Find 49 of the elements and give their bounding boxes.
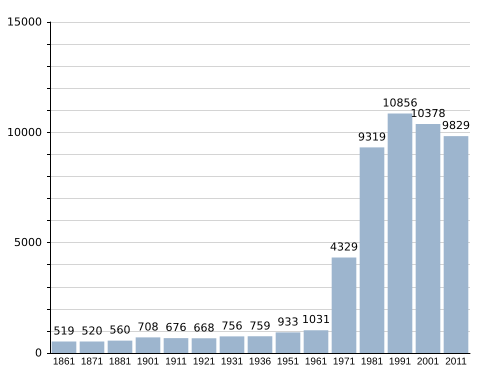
- data-label: 756: [222, 319, 242, 332]
- bar: [444, 136, 468, 353]
- x-tick-label: 1981: [360, 356, 384, 368]
- data-label: 10856: [382, 96, 418, 110]
- bar: [52, 342, 76, 353]
- bar: [332, 257, 356, 353]
- x-tick-label: 1991: [388, 356, 412, 368]
- x-tick-label: 1861: [52, 356, 76, 368]
- y-tick-label: 5000: [14, 236, 42, 250]
- bar: [220, 336, 244, 353]
- bar: [416, 124, 440, 353]
- x-tick-label: 1951: [276, 356, 300, 368]
- bar: [248, 336, 272, 353]
- bar: [192, 338, 216, 353]
- data-label: 9829: [442, 119, 470, 132]
- bar: [164, 338, 188, 353]
- data-label: 520: [82, 324, 102, 338]
- y-tick-label: 10000: [7, 126, 42, 139]
- y-tick-label: 0: [35, 346, 42, 360]
- bar: [108, 340, 132, 353]
- data-label: 10378: [410, 106, 446, 120]
- data-label: 933: [278, 315, 298, 328]
- data-label: 9319: [358, 130, 386, 144]
- bar: [388, 113, 412, 353]
- data-label: 708: [138, 320, 158, 334]
- x-tick-label: 2011: [445, 356, 468, 368]
- bar: [304, 330, 328, 353]
- x-tick-label: 1911: [165, 356, 188, 368]
- data-label: 668: [194, 321, 214, 334]
- x-tick-label: 1961: [304, 356, 328, 368]
- x-tick-label: 1971: [332, 356, 356, 368]
- x-tick-label: 1871: [80, 356, 104, 368]
- x-tick-label: 1921: [192, 356, 216, 368]
- data-label: 4329: [330, 240, 358, 254]
- x-tick-label: 2001: [416, 356, 440, 368]
- x-tick-label: 1936: [248, 356, 272, 368]
- bar: [80, 342, 104, 353]
- data-label: 560: [110, 324, 130, 337]
- data-label: 519: [54, 324, 74, 338]
- x-tick-label: 1881: [108, 356, 132, 368]
- x-tick-label: 1901: [136, 356, 160, 368]
- bar: [276, 332, 300, 353]
- bar: [360, 147, 384, 353]
- y-tick-label: 15000: [7, 16, 42, 28]
- data-label: 759: [250, 319, 270, 332]
- bar: [136, 337, 160, 353]
- data-label: 1031: [302, 313, 330, 326]
- x-tick-label: 1931: [220, 356, 244, 368]
- data-label: 676: [166, 321, 186, 334]
